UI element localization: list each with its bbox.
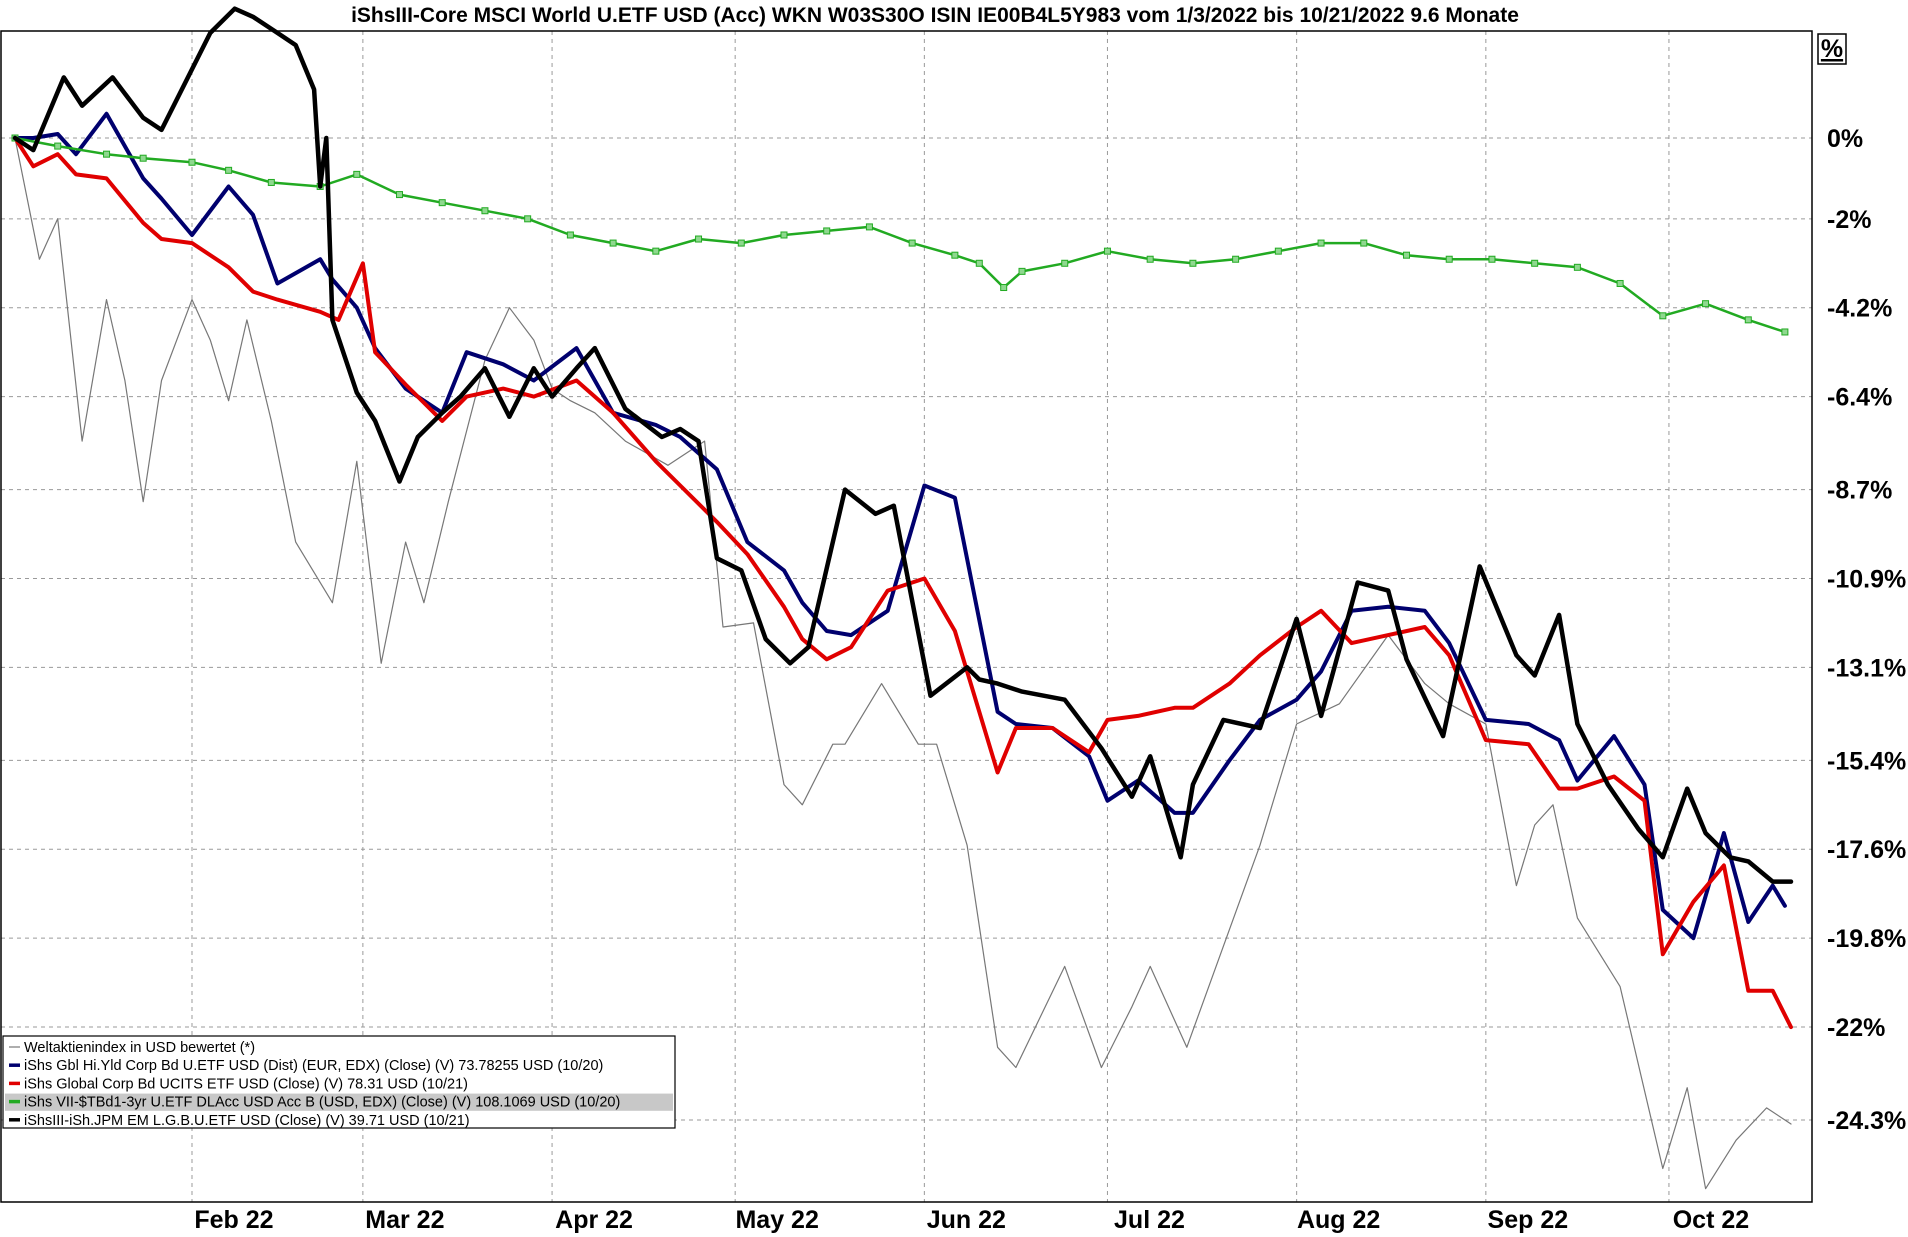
- x-tick-label: May 22: [735, 1206, 818, 1234]
- series-point: [1702, 300, 1710, 308]
- series-point: [225, 166, 233, 174]
- series-point: [1403, 251, 1411, 259]
- y-tick-label: -24.3%: [1827, 1107, 1906, 1135]
- legend-entry: iShs Gbl Hi.Yld Corp Bd U.ETF USD (Dist)…: [24, 1058, 603, 1074]
- y-tick-label: -2%: [1827, 206, 1871, 234]
- series-point: [267, 178, 275, 186]
- legend-box: [2, 1035, 676, 1129]
- series-point: [951, 251, 959, 259]
- series-point: [438, 199, 446, 207]
- series-point: [1659, 312, 1667, 320]
- series-high-yield-corp-bond: [13, 111, 1787, 941]
- series-layer: [11, 6, 1794, 1190]
- y-tick-label: -13.1%: [1827, 654, 1906, 682]
- series-point: [1488, 255, 1496, 263]
- y-tick-label: -15.4%: [1827, 747, 1906, 775]
- series-point: [652, 247, 660, 255]
- series-point: [566, 231, 574, 239]
- y-tick-labels: 0% -2% -4.2% -6.4% -8.7% -10.9% -13.1% -15.4% -1…: [1827, 125, 1906, 1135]
- series-point: [103, 150, 111, 158]
- series-point: [395, 191, 403, 199]
- series-point: [524, 215, 532, 223]
- y-unit-label: %: [1821, 35, 1843, 63]
- x-tick-label: Jul 22: [1114, 1206, 1185, 1234]
- series-point: [1616, 279, 1624, 287]
- x-tick-label: Apr 22: [555, 1206, 633, 1234]
- series-point: [1744, 316, 1752, 324]
- plot-frame: [0, 30, 1813, 1203]
- x-tick-label: Oct 22: [1673, 1206, 1749, 1234]
- y-tick-label: -19.8%: [1827, 925, 1906, 953]
- series-point: [1531, 259, 1539, 267]
- x-tick-labels: Feb 22 Mar 22 Apr 22 May 22 Jun 22 Jul 22 Aug …: [194, 1206, 1749, 1234]
- unit-label-box: [1817, 33, 1847, 65]
- series-point: [823, 227, 831, 235]
- legend: Weltaktienindex in USD bewertet (*) iShs …: [2, 1035, 676, 1129]
- series-global-corp-bond: [13, 136, 1793, 1030]
- series-point: [481, 207, 489, 215]
- series-point: [1061, 259, 1069, 267]
- series-point: [908, 239, 916, 247]
- legend-entry: Weltaktienindex in USD bewertet (*): [24, 1040, 255, 1056]
- series-point: [1360, 239, 1368, 247]
- x-tick-label: Aug 22: [1297, 1206, 1380, 1234]
- series-point: [54, 142, 62, 150]
- series-weltaktienindex: [14, 137, 1792, 1190]
- series-point: [1445, 255, 1453, 263]
- x-tick-label: Feb 22: [194, 1206, 273, 1234]
- series-point: [975, 259, 983, 267]
- series-point: [1573, 263, 1581, 271]
- legend-entry: iShsIII-iSh.JPM EM L.G.B.U.ETF USD (Clos…: [24, 1113, 470, 1129]
- series-point: [1781, 328, 1789, 336]
- series-point: [1189, 259, 1197, 267]
- series-point: [609, 239, 617, 247]
- series-point: [1317, 239, 1325, 247]
- series-point: [1103, 247, 1111, 255]
- series-point: [865, 223, 873, 231]
- series-point: [188, 158, 196, 166]
- legend-entry: iShs Global Corp Bd UCITS ETF USD (Close…: [24, 1076, 468, 1092]
- series-point: [353, 170, 361, 178]
- legend-highlight: [5, 1093, 673, 1111]
- series-point: [139, 154, 147, 162]
- y-tick-label: -10.9%: [1827, 565, 1906, 593]
- grid-lines: [1, 31, 1812, 1202]
- y-tick-label: -17.6%: [1827, 836, 1906, 864]
- y-tick-label: -8.7%: [1827, 477, 1892, 505]
- y-tick-label: -4.2%: [1827, 295, 1892, 323]
- x-tick-label: Sep 22: [1488, 1206, 1569, 1234]
- series-point: [737, 239, 745, 247]
- series-point: [1232, 255, 1240, 263]
- y-tick-label: -6.4%: [1827, 384, 1892, 412]
- series-point: [780, 231, 788, 239]
- y-tick-label: 0%: [1827, 125, 1863, 153]
- series-em-local-gov-bond: [12, 6, 1794, 884]
- chart-title: iShsIII-Core MSCI World U.ETF USD (Acc) …: [351, 4, 1519, 27]
- x-tick-label: Jun 22: [927, 1206, 1006, 1234]
- legend-entry: iShs VII-$TBd1-3yr U.ETF DLAcc USD Acc B…: [24, 1095, 620, 1111]
- y-tick-label: -22%: [1827, 1014, 1885, 1042]
- x-tick-label: Mar 22: [365, 1206, 444, 1234]
- series-point: [1274, 247, 1282, 255]
- series-point: [1000, 284, 1008, 292]
- series-point: [1018, 267, 1026, 275]
- series-point: [695, 235, 703, 243]
- series-point: [1146, 255, 1154, 263]
